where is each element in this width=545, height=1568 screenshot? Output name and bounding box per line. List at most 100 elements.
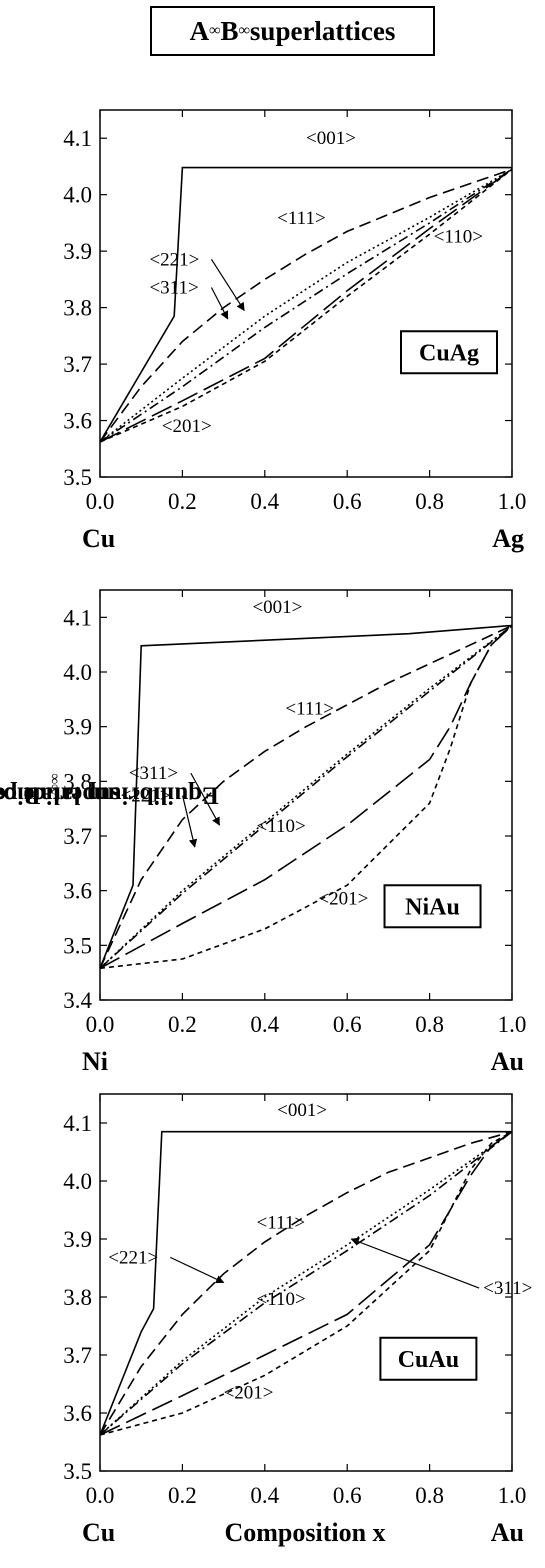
panel-niau-ytick-label: 3.8 <box>63 769 92 794</box>
panel-cuag-ytick-label: 4.0 <box>63 183 92 208</box>
panel-cuau-series-201 <box>99 1131 513 1436</box>
panel-cuag-annotation: <111> <box>277 208 326 229</box>
panel-niau-label-box <box>383 884 482 929</box>
panel-cuau-ytick-label: 4.0 <box>63 1169 92 1194</box>
panel-cuag-ytick-label: 3.7 <box>63 352 92 377</box>
panel-cuag-xtick-label: 1.0 <box>498 489 527 514</box>
panel-cuau-annotation: <221> <box>108 1247 158 1268</box>
panel-cuag-series-001 <box>99 166 512 443</box>
panel-cuau-xtick-label: 0.8 <box>415 1483 444 1508</box>
title-sub-1: ∞ <box>209 22 221 39</box>
panel-cuag-series-221 <box>99 168 513 443</box>
panel-niau-annotation-arrow <box>182 795 198 848</box>
panel-niau-annotation: <311> <box>129 763 178 784</box>
panel-niau-annotation: <110> <box>257 816 306 837</box>
panel-cuau-ytick-label: 4.1 <box>63 1111 92 1136</box>
panel-cuag-xtick-label: 0.2 <box>168 489 197 514</box>
panel-cuau-xtick-label: 0.0 <box>86 1483 115 1508</box>
panel-cuag-ytick-label: 3.9 <box>63 239 92 264</box>
panel-niau-ytick-label: 3.5 <box>63 933 92 958</box>
panel-niau-annotation: <111> <box>285 699 334 720</box>
panel-cuau-series-221 <box>99 1131 513 1436</box>
panel-cuag-series-111 <box>99 168 513 443</box>
panel-niau-ytick-label: 4.0 <box>63 660 92 685</box>
panel-cuau-annotation: <311> <box>483 1278 532 1299</box>
panel-niau-frame <box>99 589 513 1001</box>
panel-cuag-xtick-label: 0.0 <box>86 489 115 514</box>
panel-cuau-annotation: <110> <box>257 1289 306 1310</box>
panel-cuag-annotation-arrow <box>210 258 245 312</box>
panel-cuau-annotation: <001> <box>277 1100 327 1121</box>
panel-cuau-right-element: Au <box>491 1518 524 1547</box>
panel-cuag-label: CuAg <box>419 340 479 366</box>
panel-cuau-xtick-label: 0.2 <box>168 1483 197 1508</box>
panel-cuau-ytick-label: 3.9 <box>63 1227 92 1252</box>
panel-niau-xtick-label: 0.2 <box>168 1012 197 1037</box>
panel-cuag-annotation: <221> <box>149 249 199 270</box>
panel-niau-series-221 <box>99 624 513 969</box>
panel-cuau-annotation-arrow <box>350 1237 480 1289</box>
panel-cuag-annotation-arrow <box>210 287 229 320</box>
panel-niau-xtick-label: 0.4 <box>250 1012 279 1037</box>
panel-cuau-ytick-label: 3.5 <box>63 1459 92 1484</box>
panel-niau-series-111 <box>99 624 513 969</box>
panel-cuau-xtick-label: 0.6 <box>333 1483 362 1508</box>
panel-cuag-series-110 <box>99 168 513 443</box>
panel-niau-annotation: <201> <box>318 888 368 909</box>
panel-cuau-xtick-label: 0.4 <box>250 1483 279 1508</box>
panel-cuau-series-001 <box>99 1130 512 1436</box>
panel-cuag-label-box <box>400 330 498 375</box>
panel-cuau-frame <box>99 1093 513 1472</box>
panel-cuag-annotation: <201> <box>162 416 212 437</box>
panel-cuau-series-111 <box>99 1130 513 1436</box>
panel-cuau-ytick-label: 3.8 <box>63 1285 92 1310</box>
panel-cuau-ytick-label: 3.7 <box>63 1343 92 1368</box>
panel-cuag-annotation: <110> <box>434 227 483 248</box>
panel-niau-series-201 <box>99 624 513 970</box>
panel-cuag-ytick-label: 3.6 <box>63 409 92 434</box>
panel-niau-ytick-label: 3.4 <box>63 988 92 1013</box>
title-b: B <box>220 15 239 46</box>
panel-niau-ytick-label: 4.1 <box>63 605 92 630</box>
panel-cuau-annotation-arrow <box>169 1256 225 1284</box>
panel-cuau-annotation: <201> <box>224 1383 274 1404</box>
title-tail: superlattices <box>249 15 396 46</box>
panel-cuag-ytick-label: 3.5 <box>63 465 92 490</box>
panel-niau-annotation: <001> <box>252 597 302 618</box>
panel-niau-annotation: <221> <box>121 786 171 807</box>
panel-cuag-xtick-label: 0.8 <box>415 489 444 514</box>
panel-niau-annotation-arrow <box>190 772 221 826</box>
panel-cuag-frame <box>99 109 513 478</box>
panel-niau-right-element: Au <box>491 1047 524 1076</box>
panel-niau-xtick-label: 0.0 <box>86 1012 115 1037</box>
panel-niau-ytick-label: 3.7 <box>63 824 92 849</box>
panel-cuag-ytick-label: 3.8 <box>63 296 92 321</box>
panel-niau-ytick-label: 3.6 <box>63 879 92 904</box>
panel-niau-series-110 <box>99 624 513 970</box>
panel-cuag-xtick-label: 0.4 <box>250 489 279 514</box>
panel-niau-label: NiAu <box>405 894 460 920</box>
panel-cuag-annotation: <001> <box>306 128 356 149</box>
panel-cuau-ytick-label: 3.6 <box>63 1401 92 1426</box>
panel-cuau-series-110 <box>99 1131 513 1436</box>
panel-cuau-label-box <box>379 1336 478 1381</box>
panel-cuag-series-311 <box>99 168 513 443</box>
panel-cuag-left-element: Cu <box>82 524 115 553</box>
panel-cuag-xtick-label: 0.6 <box>333 489 362 514</box>
panel-niau-xtick-label: 0.6 <box>333 1012 362 1037</box>
panel-cuag-right-element: Ag <box>492 524 524 553</box>
panel-cuag-series-201 <box>99 168 513 443</box>
title-a: A <box>189 15 210 46</box>
x-axis-label: Composition x <box>224 1518 385 1547</box>
panel-cuag-annotation: <311> <box>149 278 198 299</box>
chart-title: A ∞ B ∞ superlattices <box>150 6 435 56</box>
panel-cuau-xtick-label: 1.0 <box>498 1483 527 1508</box>
panel-niau-xtick-label: 1.0 <box>498 1012 527 1037</box>
panel-niau-ytick-label: 3.9 <box>63 715 92 740</box>
panel-niau-xtick-label: 0.8 <box>415 1012 444 1037</box>
panel-niau-left-element: Ni <box>82 1047 108 1076</box>
panel-cuau-annotation: <111> <box>257 1213 306 1234</box>
panel-cuau-label: CuAu <box>398 1347 459 1373</box>
panel-cuag-ytick-label: 4.1 <box>63 126 92 151</box>
